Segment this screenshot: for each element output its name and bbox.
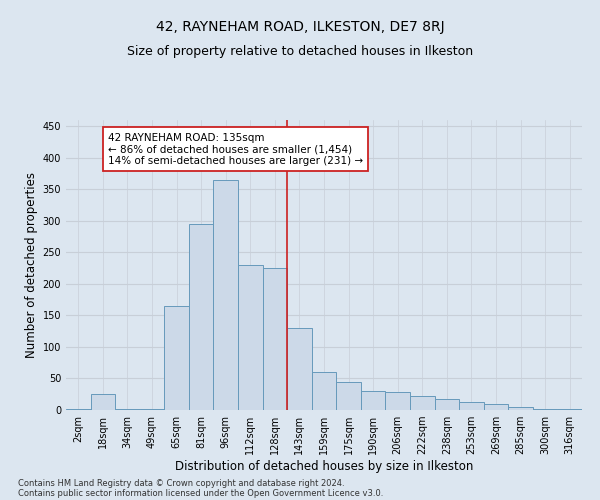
Text: 42 RAYNEHAM ROAD: 135sqm
← 86% of detached houses are smaller (1,454)
14% of sem: 42 RAYNEHAM ROAD: 135sqm ← 86% of detach… — [108, 132, 363, 166]
Bar — [189, 224, 214, 410]
Bar — [434, 400, 459, 410]
Text: Contains public sector information licensed under the Open Government Licence v3: Contains public sector information licen… — [18, 488, 383, 498]
Bar — [484, 404, 508, 410]
Bar — [238, 265, 263, 410]
Bar — [263, 268, 287, 410]
Bar — [508, 408, 533, 410]
Bar — [410, 396, 434, 410]
Text: 42, RAYNEHAM ROAD, ILKESTON, DE7 8RJ: 42, RAYNEHAM ROAD, ILKESTON, DE7 8RJ — [155, 20, 445, 34]
Bar — [361, 391, 385, 410]
X-axis label: Distribution of detached houses by size in Ilkeston: Distribution of detached houses by size … — [175, 460, 473, 473]
Bar — [385, 392, 410, 410]
Bar — [533, 408, 557, 410]
Bar — [459, 402, 484, 410]
Bar — [214, 180, 238, 410]
Text: Contains HM Land Registry data © Crown copyright and database right 2024.: Contains HM Land Registry data © Crown c… — [18, 478, 344, 488]
Bar — [164, 306, 189, 410]
Text: Size of property relative to detached houses in Ilkeston: Size of property relative to detached ho… — [127, 45, 473, 58]
Bar — [312, 372, 336, 410]
Bar — [336, 382, 361, 410]
Bar — [287, 328, 312, 410]
Y-axis label: Number of detached properties: Number of detached properties — [25, 172, 38, 358]
Bar — [91, 394, 115, 410]
